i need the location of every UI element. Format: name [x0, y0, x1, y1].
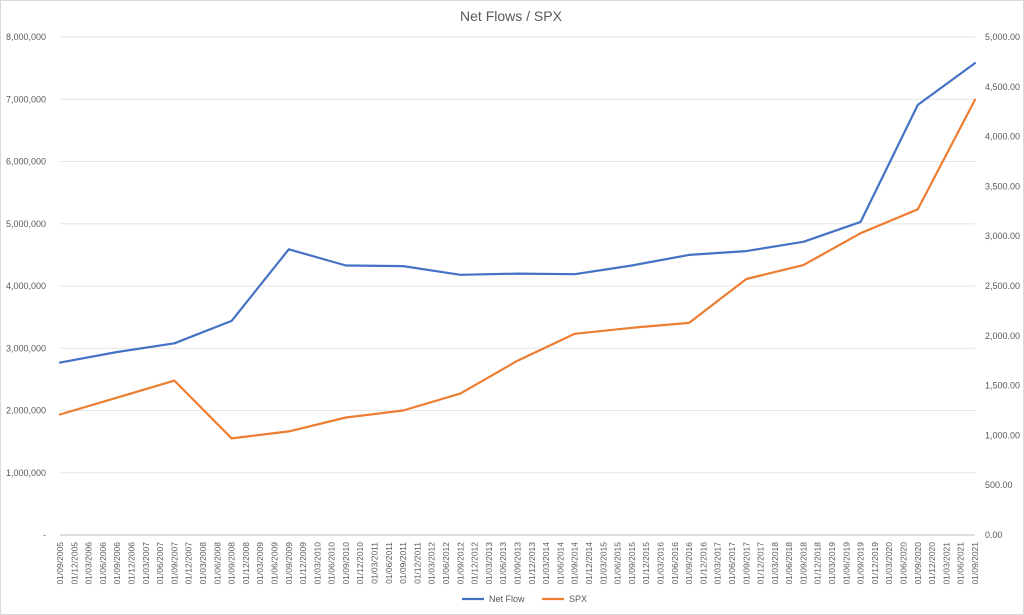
- right-axis-tick-label: 4,000.00: [985, 132, 1020, 142]
- right-axis-tick-label: 0.00: [985, 530, 1003, 540]
- right-axis-tick-label: 4,500.00: [985, 82, 1020, 92]
- x-axis-tick-label: 01/09/2021: [970, 542, 980, 585]
- x-axis-tick-label: 01/03/2018: [770, 542, 780, 585]
- x-axis-tick-label: 01/12/2012: [470, 542, 480, 585]
- left-axis-tick-label: 2,000,000: [6, 406, 46, 416]
- x-axis-tick-label: 01/03/2019: [827, 542, 837, 585]
- x-axis-tick-label: 01/09/2008: [227, 542, 237, 585]
- x-axis-tick-label: 01/12/2015: [641, 542, 651, 585]
- x-axis-tick-label: 01/12/2017: [756, 542, 766, 585]
- series-line-spx: [58, 98, 977, 440]
- x-axis-tick-label: 01/12/2019: [870, 542, 880, 585]
- x-axis-tick-label: 01/12/2009: [298, 542, 308, 585]
- x-axis-tick-label: 01/03/2013: [484, 542, 494, 585]
- x-axis-tick-label: 01/03/2010: [312, 542, 322, 585]
- x-axis-tick-label: 01/03/2008: [198, 542, 208, 585]
- x-axis-tick-label: 01/03/2009: [255, 542, 265, 585]
- x-axis-tick-label: 01/06/2018: [784, 542, 794, 585]
- x-axis-labels: 01/09/2005 01/12/2005 01/03/2006 01/06/2006…: [55, 542, 980, 585]
- x-axis-tick-label: 01/03/2020: [884, 542, 894, 585]
- right-axis-tick-label: 2,500.00: [985, 281, 1020, 291]
- x-axis-tick-label: 01/03/2016: [655, 542, 665, 585]
- x-axis-tick-label: 01/09/2005: [55, 542, 65, 585]
- x-axis-tick-label: 01/06/2012: [441, 542, 451, 585]
- x-axis-tick-label: 01/09/2009: [284, 542, 294, 585]
- x-axis-tick-label: 01/12/2018: [813, 542, 823, 585]
- x-axis-tick-label: 01/09/2017: [741, 542, 751, 585]
- x-axis-tick-label: 01/06/2009: [269, 542, 279, 585]
- left-axis-tick-label: 3,000,000: [6, 343, 46, 353]
- left-axis-tick-label: 7,000,000: [6, 94, 46, 104]
- right-axis-tick-label: 5,000.00: [985, 32, 1020, 42]
- x-axis-tick-label: 01/03/2017: [713, 542, 723, 585]
- x-axis-tick-label: 01/06/2017: [727, 542, 737, 585]
- left-axis-tick-label: 5,000,000: [6, 219, 46, 229]
- x-axis-tick-label: 01/03/2021: [941, 542, 951, 585]
- x-axis-tick-label: 01/03/2014: [541, 542, 551, 585]
- x-axis-tick-label: 01/03/2011: [370, 542, 380, 584]
- series-line-net-flow: [58, 61, 977, 364]
- x-axis-tick-label: 01/09/2011: [398, 542, 408, 584]
- x-axis-tick-label: 01/06/2014: [555, 542, 565, 585]
- left-axis-tick-label: 8,000,000: [6, 32, 46, 42]
- left-axis-labels: - 1,000,000 2,000,000 3,000,000 4,000,000 5,0…: [6, 32, 46, 540]
- x-axis-tick-label: 01/12/2006: [126, 542, 136, 585]
- x-axis-tick-label: 01/12/2010: [355, 542, 365, 585]
- right-axis-labels: 0.00 500.00 1,000.00 1,500.00 2,000.00 2,500.…: [985, 32, 1020, 540]
- chart-title: Net Flows / SPX: [460, 8, 563, 24]
- right-axis-tick-label: 3,000.00: [985, 231, 1020, 241]
- x-axis-tick-label: 01/09/2012: [455, 542, 465, 585]
- left-axis-tick-label: -: [43, 530, 46, 540]
- x-axis-tick-label: 01/09/2018: [798, 542, 808, 585]
- x-axis-tick-label: 01/09/2010: [341, 542, 351, 585]
- x-axis-tick-label: 01/12/2013: [527, 542, 537, 585]
- left-axis-tick-label: 6,000,000: [6, 157, 46, 167]
- x-axis-tick-label: 01/12/2007: [184, 542, 194, 585]
- x-axis-tick-label: 01/09/2015: [627, 542, 637, 585]
- x-axis-tick-label: 01/12/2020: [927, 542, 937, 585]
- right-axis-tick-label: 1,000.00: [985, 430, 1020, 440]
- x-axis-tick-label: 01/06/2007: [155, 542, 165, 585]
- x-axis-tick-label: 01/06/2006: [98, 542, 108, 585]
- x-axis-tick-label: 01/06/2013: [498, 542, 508, 585]
- legend: Net Flow SPX: [462, 594, 587, 604]
- x-axis-tick-label: 01/12/2011: [412, 542, 422, 584]
- x-axis-tick-label: 01/03/2006: [84, 542, 94, 585]
- x-axis-tick-label: 01/09/2006: [112, 542, 122, 585]
- right-axis-tick-label: 1,500.00: [985, 381, 1020, 391]
- right-axis-tick-label: 2,000.00: [985, 331, 1020, 341]
- x-axis-tick-label: 01/06/2015: [613, 542, 623, 585]
- x-axis-tick-label: 01/12/2008: [241, 542, 251, 585]
- left-axis-tick-label: 1,000,000: [6, 468, 46, 478]
- x-axis-tick-label: 01/03/2012: [427, 542, 437, 585]
- x-axis-tick-label: 01/09/2014: [570, 542, 580, 585]
- series-lines: [58, 61, 977, 440]
- legend-label: SPX: [569, 594, 587, 604]
- gridlines: [60, 36, 975, 536]
- x-axis-tick-label: 01/09/2016: [684, 542, 694, 585]
- right-axis-tick-label: 500.00: [985, 480, 1013, 490]
- x-axis-tick-label: 01/12/2016: [698, 542, 708, 585]
- x-axis-tick-label: 01/03/2007: [141, 542, 151, 585]
- x-axis-tick-label: 01/03/2015: [598, 542, 608, 585]
- x-axis-tick-label: 01/06/2010: [327, 542, 337, 585]
- x-axis-tick-label: 01/06/2021: [956, 542, 966, 585]
- x-axis-tick-label: 01/06/2019: [841, 542, 851, 585]
- x-axis-tick-label: 01/12/2014: [584, 542, 594, 585]
- x-axis-tick-label: 01/06/2011: [384, 542, 394, 584]
- x-axis-tick-label: 01/06/2016: [670, 542, 680, 585]
- x-axis-tick-label: 01/12/2005: [69, 542, 79, 585]
- x-axis-tick-label: 01/06/2020: [899, 542, 909, 585]
- x-axis-tick-label: 01/09/2019: [856, 542, 866, 585]
- x-axis-tick-label: 01/09/2013: [513, 542, 523, 585]
- right-axis-tick-label: 3,500.00: [985, 181, 1020, 191]
- legend-label: Net Flow: [489, 594, 525, 604]
- left-axis-tick-label: 4,000,000: [6, 281, 46, 291]
- x-axis-tick-label: 01/09/2020: [913, 542, 923, 585]
- x-axis-tick-label: 01/06/2008: [212, 542, 222, 585]
- x-axis-tick-label: 01/09/2007: [169, 542, 179, 585]
